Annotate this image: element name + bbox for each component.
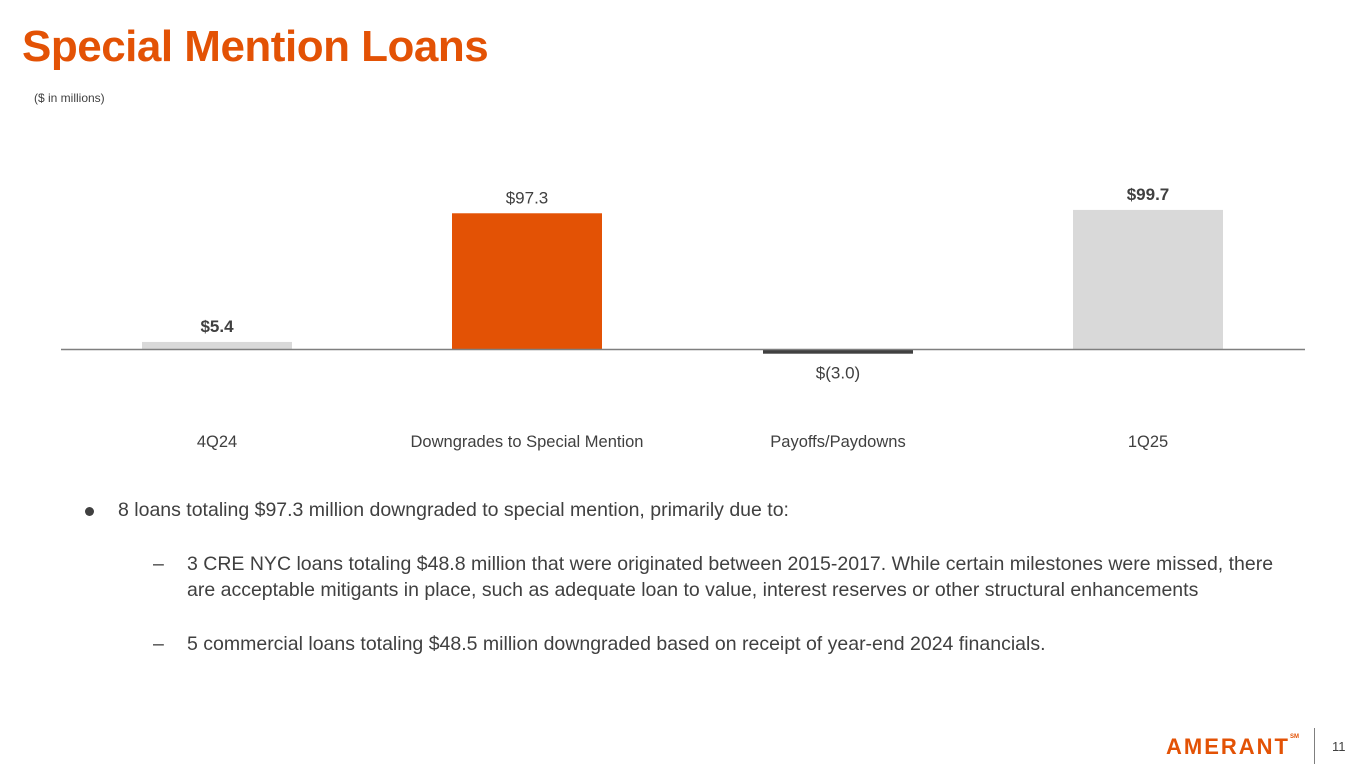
amerant-logo: AMERANTSM [1166,734,1299,760]
bar-0 [142,341,292,350]
bullet-sub-1-text: 3 CRE NYC loans totaling $48.8 million t… [187,553,1274,601]
page-title: Special Mention Loans [22,22,489,71]
bars-group [142,209,1223,354]
bullet-main-text: 8 loans totaling $97.3 million downgrade… [118,499,789,521]
special-mention-chart: $5.4 4Q24 $97.3 Downgrades to Special Menti… [61,185,1305,451]
bullet-sub-2-text: 5 commercial loans totaling $48.5 millio… [187,633,1046,655]
category-label-1: Downgrades to Special Mention [411,433,644,451]
bullet-sub-1: – 3 CRE NYC loans totaling $48.8 million… [85,551,1297,603]
value-label-0: $5.4 [200,317,234,336]
bullet-main: 8 loans totaling $97.3 million downgrade… [85,497,1315,523]
footer-divider [1314,728,1315,764]
bar-1 [452,213,602,350]
page-number: 11 [1332,739,1346,754]
dash-icon: – [153,633,164,655]
commentary: 8 loans totaling $97.3 million downgrade… [85,497,1315,657]
value-label-2: $(3.0) [816,364,860,383]
category-label-2: Payoffs/Paydowns [770,433,905,451]
labels-group: $5.4 4Q24 $97.3 Downgrades to Special Menti… [197,185,1169,451]
bar-2 [763,349,913,354]
bullet-sub-2: – 5 commercial loans totaling $48.5 mill… [85,631,1297,657]
logo-text: AMERANT [1166,734,1290,759]
bar-3 [1073,209,1223,350]
category-label-0: 4Q24 [197,433,237,451]
logo-trademark: SM [1290,734,1299,740]
dash-icon: – [153,553,164,575]
units-note: ($ in millions) [34,91,105,105]
value-label-3: $99.7 [1127,185,1170,204]
bullet-dot-icon [85,507,94,516]
value-label-1: $97.3 [506,188,549,207]
category-label-3: 1Q25 [1128,433,1168,451]
